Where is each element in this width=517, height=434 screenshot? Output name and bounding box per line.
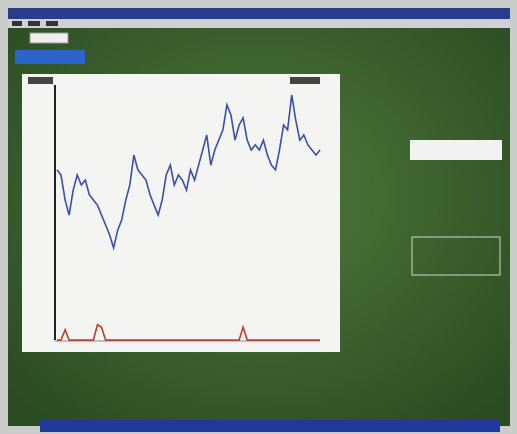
button[interactable]: [30, 33, 68, 43]
menu-item[interactable]: [46, 21, 58, 26]
menu-item[interactable]: [12, 21, 22, 26]
chart-tab: [28, 77, 53, 84]
dropdown[interactable]: [15, 50, 85, 64]
chart-tab: [290, 77, 320, 84]
page: (() => { const data = JSON.parse(documen…: [0, 0, 517, 434]
screen-photo: [0, 0, 517, 434]
menu-item[interactable]: [28, 21, 40, 26]
menu-bar: [8, 19, 510, 28]
taskbar: [40, 420, 500, 432]
input-box[interactable]: [410, 140, 502, 160]
title-bar: [8, 8, 510, 19]
